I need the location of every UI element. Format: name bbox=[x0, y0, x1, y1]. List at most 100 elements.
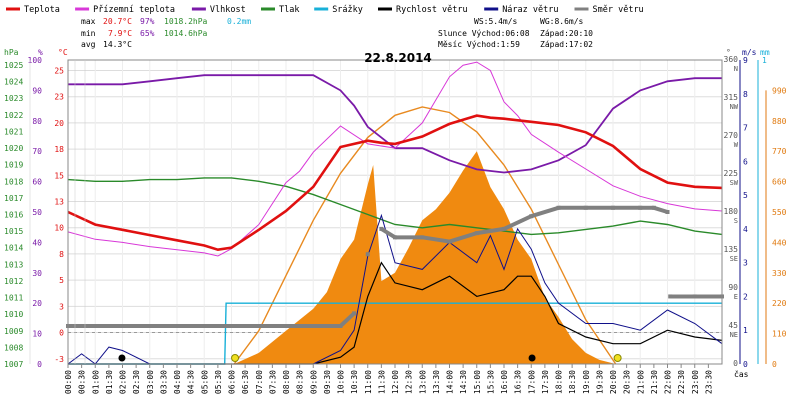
axis-tick-wind: 8 bbox=[743, 90, 748, 99]
pressure-line bbox=[67, 177, 723, 236]
x-tick-label: 05:00 bbox=[200, 370, 209, 394]
axis-tick-pressure: 1025 bbox=[4, 61, 23, 70]
axis-tick-direction-name: NW bbox=[730, 103, 739, 111]
axis-tick-humidity: 50 bbox=[32, 208, 42, 217]
x-tick-label: 20:30 bbox=[623, 370, 632, 394]
wind-direction-segment bbox=[503, 214, 533, 231]
axis-tick-direction: 180 bbox=[724, 207, 739, 216]
legend-label: Vlhkost bbox=[210, 5, 246, 15]
axis-label-wind: m/s bbox=[742, 48, 757, 57]
wind-direction-segment bbox=[421, 235, 450, 244]
temperature-line bbox=[67, 114, 723, 252]
humidity-line bbox=[68, 74, 722, 174]
axis-tick-pressure: 1022 bbox=[4, 111, 23, 120]
moonset-marker bbox=[528, 354, 536, 362]
x-tick-label: 11:00 bbox=[364, 370, 373, 394]
axis-tick-direction: 360 bbox=[724, 55, 739, 64]
axis-label-direction: ° bbox=[726, 48, 731, 57]
x-tick-label: 07:30 bbox=[268, 370, 277, 394]
x-tick-label: 00:00 bbox=[64, 370, 73, 394]
x-tick-label: 22:30 bbox=[677, 370, 686, 394]
x-axis-unit: čas bbox=[734, 369, 749, 379]
axis-tick-solar: 990 bbox=[772, 86, 787, 95]
axis-tick-direction-name: S bbox=[734, 217, 738, 225]
x-tick-label: 00:30 bbox=[78, 370, 87, 394]
axis-tick-solar: 880 bbox=[772, 117, 787, 126]
axis-tick-direction: 135 bbox=[724, 245, 739, 254]
wind-direction-segment bbox=[339, 311, 356, 328]
stat-max-hum: 97% bbox=[140, 17, 155, 26]
wind-direction-segment bbox=[476, 226, 505, 236]
axis-tick-wind: 0 bbox=[743, 360, 748, 369]
x-tick-label: 21:00 bbox=[636, 370, 645, 394]
x-tick-label: 05:30 bbox=[214, 370, 223, 394]
sunrise-marker bbox=[231, 354, 240, 362]
chart-title: 22.8.2014 bbox=[364, 51, 432, 65]
axis-tick-pressure: 1021 bbox=[4, 127, 23, 136]
axis-tick-pressure: 1020 bbox=[4, 144, 23, 153]
x-tick-label: 10:00 bbox=[337, 370, 346, 394]
axis-tick-wind: 9 bbox=[743, 56, 748, 65]
axis-tick-temperature: 5 bbox=[59, 276, 64, 285]
axis-tick-solar: 550 bbox=[772, 208, 787, 217]
axis-tick-direction: 225 bbox=[724, 169, 739, 178]
legend-label: Náraz větru bbox=[502, 5, 558, 15]
axis-tick-solar: 220 bbox=[772, 299, 787, 308]
x-tick-label: 22:00 bbox=[664, 370, 673, 394]
stat-min-hum: 65% bbox=[140, 29, 155, 38]
wind-direction-point bbox=[365, 252, 370, 257]
x-tick-label: 13:00 bbox=[418, 370, 427, 394]
axis-tick-humidity: 10 bbox=[32, 330, 42, 339]
x-tick-label: 03:00 bbox=[146, 370, 155, 394]
axis-tick-temperature: -3 bbox=[54, 355, 64, 364]
axis-tick-humidity: 20 bbox=[32, 299, 42, 308]
x-tick-label: 19:00 bbox=[582, 370, 591, 394]
moon-info: Měsíc Východ:1:59 bbox=[438, 40, 520, 49]
stat-max-temp: 20.7°C bbox=[103, 17, 132, 26]
axis-tick-wind: 5 bbox=[743, 191, 748, 200]
x-tick-label: 08:00 bbox=[282, 370, 291, 394]
x-tick-label: 13:30 bbox=[432, 370, 441, 394]
stat-max-label: max bbox=[81, 17, 96, 26]
axis-tick-direction: 90 bbox=[728, 283, 738, 292]
x-tick-label: 07:00 bbox=[255, 370, 264, 394]
x-tick-label: 15:00 bbox=[473, 370, 482, 394]
moonset-info: Západ:17:02 bbox=[540, 40, 593, 49]
axis-tick-pressure: 1013 bbox=[4, 260, 23, 269]
stat-avg-temp: 14.3°C bbox=[103, 40, 132, 49]
axis-tick-pressure: 1011 bbox=[4, 294, 23, 303]
axis-tick-wind: 7 bbox=[743, 124, 748, 133]
axis-tick-solar: 330 bbox=[772, 269, 787, 278]
wind-direction-segment bbox=[380, 227, 397, 240]
x-tick-label: 04:00 bbox=[173, 370, 182, 394]
axis-tick-temperature: 10 bbox=[54, 224, 64, 233]
x-tick-label: 11:30 bbox=[377, 370, 386, 394]
sunset-marker bbox=[613, 354, 622, 362]
x-tick-label: 01:00 bbox=[91, 370, 100, 394]
axis-label-rain: mm bbox=[760, 48, 770, 57]
axis-label-humidity: % bbox=[38, 48, 43, 57]
axis-tick-pressure: 1015 bbox=[4, 227, 23, 236]
axis-tick-solar: 0 bbox=[772, 360, 777, 369]
axis-tick-humidity: 100 bbox=[28, 56, 43, 65]
axis-tick-direction-name: E bbox=[734, 293, 738, 301]
wind-direction-segment bbox=[530, 205, 560, 219]
stat-max-press: 1018.2hPa bbox=[164, 17, 208, 26]
axis-tick-humidity: 90 bbox=[32, 86, 42, 95]
axis-tick-temperature: 15 bbox=[54, 171, 64, 180]
axis-tick-direction: 270 bbox=[724, 131, 739, 140]
x-tick-label: 03:30 bbox=[159, 370, 168, 394]
moonrise-marker bbox=[118, 354, 126, 362]
axis-tick-humidity: 80 bbox=[32, 117, 42, 126]
x-tick-label: 19:30 bbox=[595, 370, 604, 394]
axis-tick-direction: 0 bbox=[733, 359, 738, 368]
stat-min-temp: 7.9°C bbox=[108, 29, 132, 38]
axis-tick-pressure: 1017 bbox=[4, 194, 23, 203]
axis-label-temperature: °C bbox=[58, 48, 68, 57]
axis-tick-pressure: 1009 bbox=[4, 327, 23, 336]
stat-avg-label: avg bbox=[81, 40, 96, 49]
axis-tick-wind: 1 bbox=[743, 326, 748, 335]
axis-tick-wind: 2 bbox=[743, 292, 748, 301]
axis-tick-pressure: 1019 bbox=[4, 161, 23, 170]
